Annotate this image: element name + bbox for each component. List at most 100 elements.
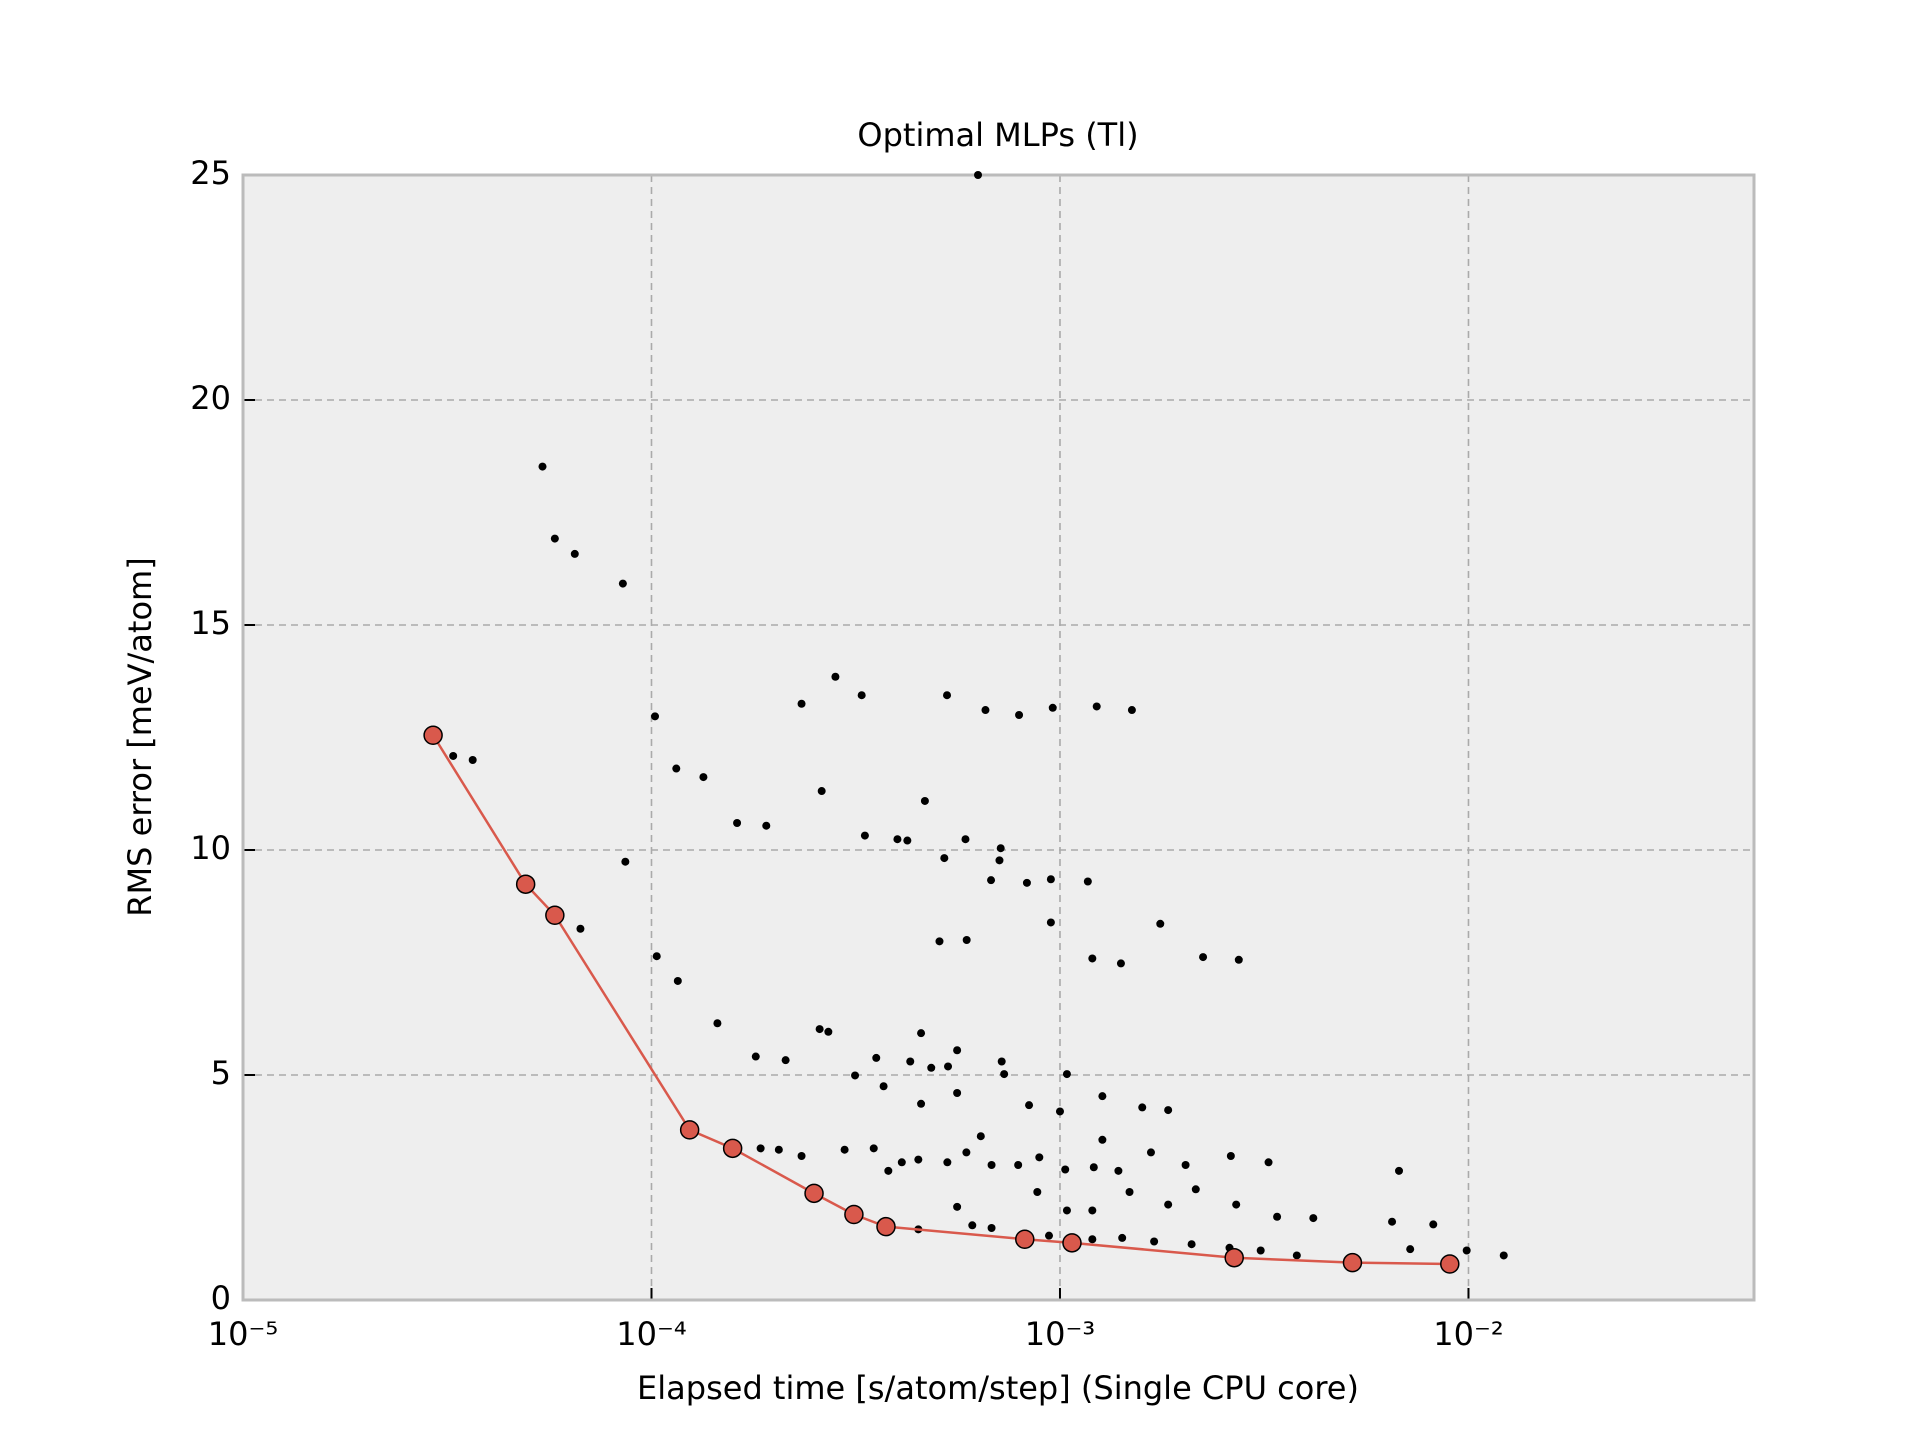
point [751, 1052, 760, 1061]
point [570, 549, 579, 558]
point [1127, 706, 1136, 715]
pareto-point [1342, 1252, 1363, 1273]
point [968, 1221, 977, 1230]
point [1234, 955, 1243, 964]
point [961, 835, 970, 844]
point [903, 836, 912, 845]
point [831, 672, 840, 681]
point [1150, 1237, 1159, 1246]
pareto-point [722, 1138, 743, 1159]
point [953, 1202, 962, 1211]
point [857, 691, 866, 700]
chart-title: Optimal MLPs (Tl) [857, 116, 1138, 154]
point [774, 1145, 783, 1154]
point [449, 751, 458, 760]
point [1187, 1240, 1196, 1249]
point [1156, 919, 1165, 928]
pareto-point [876, 1216, 896, 1237]
point [1199, 953, 1208, 962]
point [781, 1056, 790, 1065]
point [1062, 1070, 1071, 1079]
pareto-point [515, 874, 536, 894]
pareto-point [1440, 1254, 1460, 1274]
point [1138, 1103, 1147, 1112]
point [1025, 1101, 1034, 1110]
point [997, 1057, 1006, 1066]
x-tick-label: 10⁻⁵ [208, 1315, 278, 1353]
point [672, 764, 681, 773]
point [1395, 1166, 1404, 1175]
point [953, 1089, 962, 1097]
point [1462, 1246, 1471, 1255]
point [995, 856, 1004, 865]
point [762, 821, 771, 830]
point [1055, 1107, 1064, 1116]
point [1309, 1214, 1318, 1223]
y-tick-label: 15 [190, 604, 231, 642]
pareto-point [423, 725, 443, 745]
point [943, 1158, 952, 1167]
point [1045, 1231, 1054, 1240]
point [1114, 1166, 1123, 1175]
point [1046, 875, 1055, 884]
point [1061, 1165, 1070, 1174]
point [1048, 703, 1057, 712]
point [860, 831, 869, 840]
point [1256, 1246, 1265, 1255]
point [756, 1144, 765, 1153]
point [673, 976, 682, 985]
point [872, 1053, 881, 1062]
point [953, 1046, 962, 1055]
point [869, 1144, 878, 1153]
point [1499, 1251, 1508, 1260]
point [576, 924, 585, 933]
point [917, 1029, 926, 1038]
pareto-point [1062, 1233, 1082, 1253]
point [713, 1019, 722, 1028]
point [897, 1158, 906, 1167]
point [1098, 1135, 1107, 1144]
point [974, 171, 983, 179]
x-tick-label: 10⁻³ [1025, 1315, 1095, 1353]
point [1033, 1188, 1042, 1196]
pareto-point [1224, 1247, 1244, 1268]
point [652, 952, 661, 961]
point [1035, 1153, 1044, 1162]
point [893, 835, 902, 844]
point [1088, 1206, 1097, 1215]
point [824, 1027, 833, 1036]
point [1388, 1217, 1397, 1226]
point [1088, 954, 1097, 963]
point [699, 773, 708, 782]
y-tick-label: 20 [190, 379, 231, 417]
point [851, 1071, 860, 1080]
point [1022, 878, 1031, 887]
point [944, 1062, 953, 1071]
point [1118, 1233, 1127, 1242]
point [1088, 1235, 1097, 1244]
point [797, 1152, 806, 1160]
point [733, 819, 742, 827]
y-tick-label: 0 [211, 1279, 231, 1317]
pareto-point [545, 905, 565, 925]
point [943, 691, 952, 700]
x-tick-label: 10⁻² [1433, 1315, 1503, 1353]
point [1098, 1092, 1107, 1101]
point [1092, 702, 1101, 711]
point [981, 706, 990, 715]
point [987, 876, 996, 885]
point [797, 699, 806, 708]
point [1000, 1070, 1009, 1079]
pareto-point [804, 1183, 824, 1204]
point [1089, 1163, 1098, 1172]
point [996, 844, 1005, 853]
point [1116, 959, 1125, 968]
point [1125, 1188, 1134, 1196]
point [884, 1166, 893, 1175]
point [1062, 1206, 1071, 1215]
point [1146, 1148, 1155, 1157]
point [1273, 1212, 1282, 1221]
point [976, 1132, 985, 1141]
